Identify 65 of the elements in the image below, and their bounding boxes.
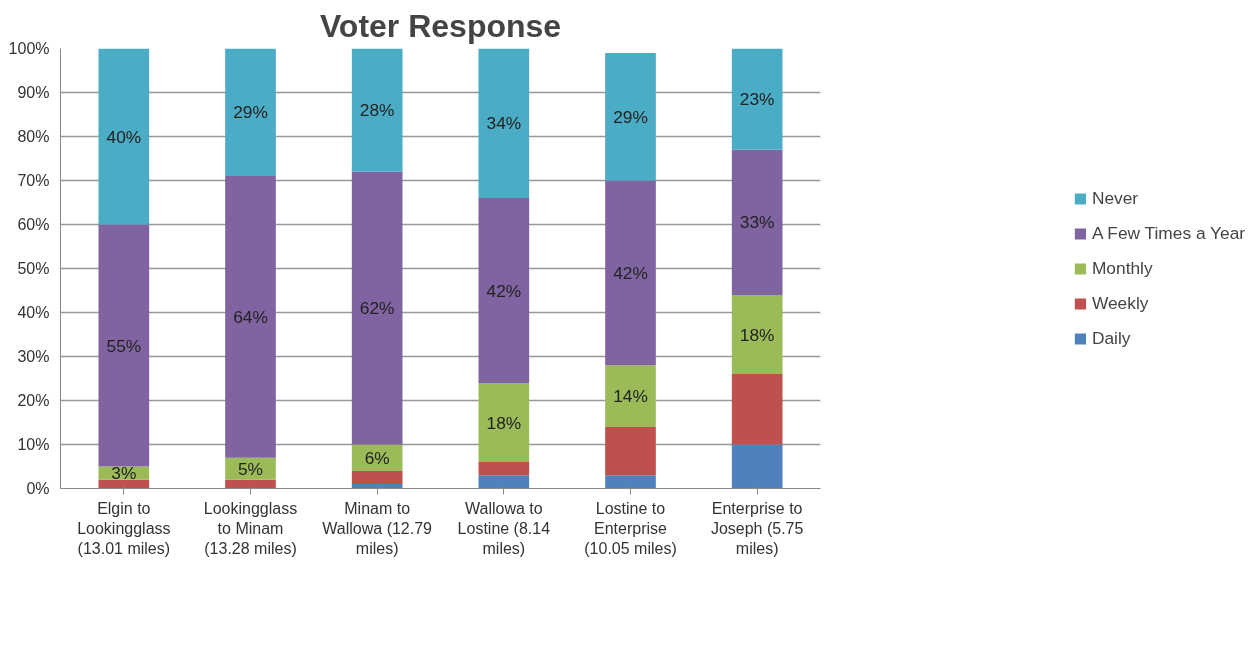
bar	[605, 365, 656, 427]
data-label: 3%	[111, 463, 137, 484]
bar	[731, 444, 783, 489]
y-tick-label: 60%	[17, 216, 50, 233]
bar	[605, 52, 656, 181]
y-tick-label: 20%	[17, 392, 50, 409]
bar	[731, 374, 783, 445]
data-label: 64%	[233, 306, 268, 327]
data-label: 14%	[613, 386, 648, 407]
legend-label: A Few Times a Year	[1091, 222, 1246, 244]
chart-title: Voter Response	[319, 7, 562, 44]
data-label: 29%	[613, 106, 648, 127]
data-label: 18%	[486, 412, 522, 433]
data-label: 29%	[233, 102, 268, 123]
data-label: 34%	[486, 113, 522, 134]
data-label: 5%	[237, 458, 264, 479]
data-label: 33%	[739, 212, 775, 233]
bar	[351, 470, 403, 485]
bar	[605, 475, 656, 489]
data-label: 18%	[739, 324, 775, 345]
data-label: 6%	[364, 447, 390, 468]
bar	[225, 479, 276, 489]
x-tick-label: Elgin to Lookingglass (13.01 miles)	[77, 499, 171, 558]
bar	[605, 180, 656, 366]
bar	[98, 48, 150, 225]
y-tick-label: 0%	[26, 480, 50, 497]
bar	[351, 484, 403, 489]
data-label: 28%	[359, 100, 395, 121]
data-label: 62%	[359, 298, 395, 319]
bar	[351, 171, 403, 445]
y-tick-label: 40%	[17, 304, 50, 321]
bar	[98, 224, 150, 467]
data-label: 23%	[739, 89, 775, 110]
y-tick-label: 80%	[17, 128, 50, 145]
bar	[225, 48, 276, 177]
x-tick-label: Lostine to Enterprise (10.05 miles)	[584, 499, 677, 558]
bar	[478, 48, 530, 199]
legend-label: Never	[1091, 187, 1139, 209]
legend-label: Monthly	[1091, 257, 1153, 279]
y-tick-label: 90%	[17, 84, 50, 101]
legend-label: Daily	[1091, 327, 1131, 349]
bar	[478, 382, 530, 463]
bar	[478, 198, 530, 383]
data-label: 40%	[106, 126, 142, 147]
bar	[605, 426, 656, 476]
y-tick-label: 10%	[17, 436, 50, 453]
data-label: 42%	[486, 280, 522, 301]
bar	[225, 176, 276, 458]
bar	[731, 149, 783, 295]
bar	[478, 462, 530, 476]
bar	[351, 48, 403, 172]
y-tick-label: 70%	[17, 172, 50, 189]
bar	[731, 294, 783, 375]
y-tick-label: 30%	[17, 348, 50, 365]
x-tick-label: Minam to Wallowa (12.79 miles)	[322, 499, 433, 558]
y-tick-label: 50%	[17, 260, 50, 277]
x-tick-label: Lookingglass to Minam (13.28 miles)	[203, 499, 298, 558]
data-label: 55%	[106, 335, 142, 356]
x-tick-label: Enterprise to Joseph (5.75 miles)	[710, 499, 804, 558]
data-label: 42%	[613, 262, 648, 283]
bar	[478, 475, 530, 489]
x-tick-label: Wallowa to Lostine (8.14 miles)	[457, 499, 551, 558]
y-tick-label: 100%	[8, 40, 50, 57]
legend-label: Weekly	[1091, 292, 1149, 314]
bar	[731, 48, 783, 150]
